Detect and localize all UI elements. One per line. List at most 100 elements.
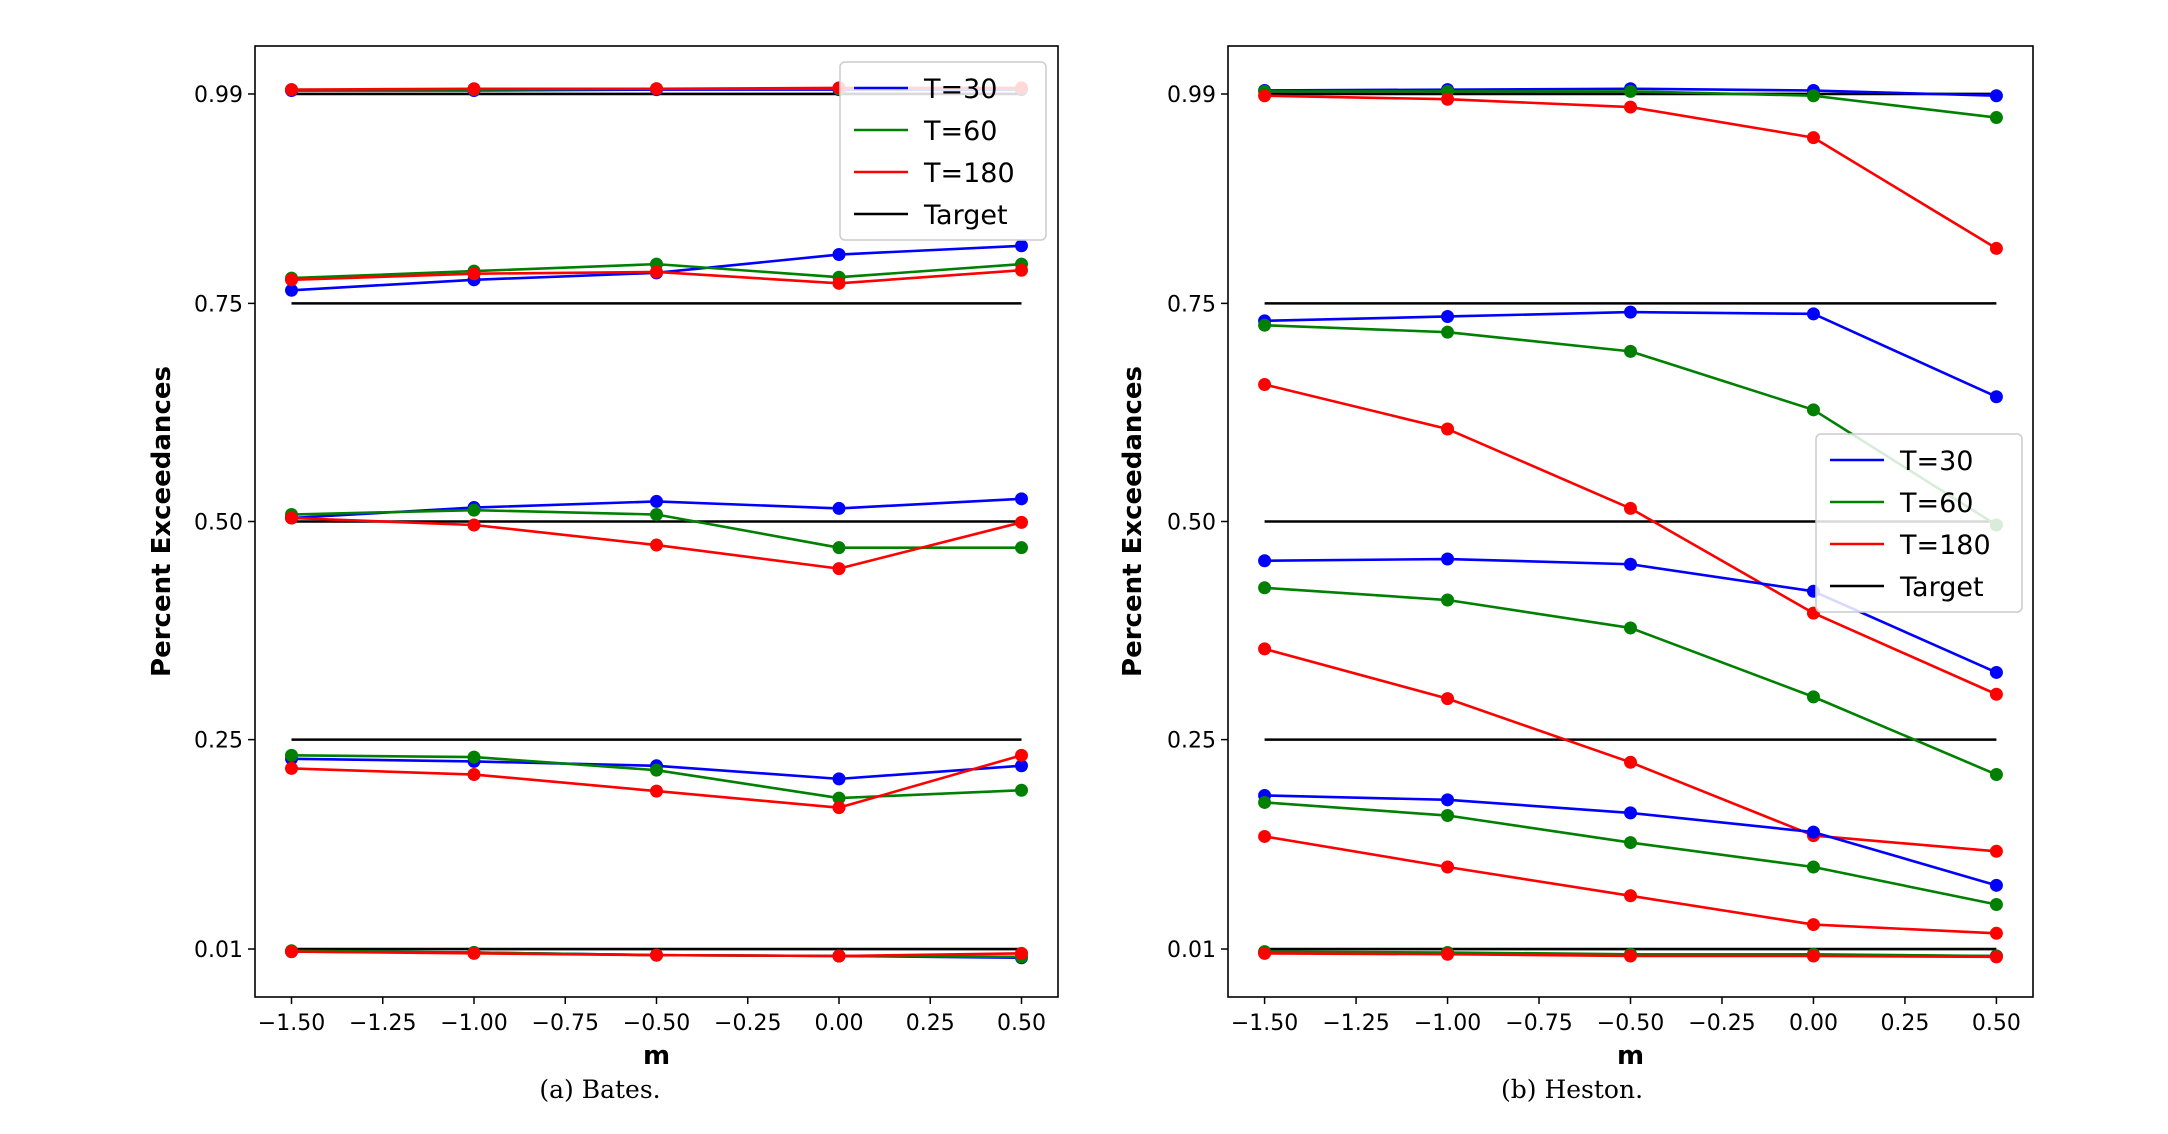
data-point-t180-8-3 — [832, 562, 846, 576]
y-tick-label-3: 0.75 — [1167, 292, 1216, 317]
x-tick-label-4: −0.50 — [1597, 1011, 1664, 1036]
chart-panel-heston: −1.50 −1.25 −1.00 −0.75 −0.50 −0.25 0.00 0.25 0.… — [1118, 45, 2034, 1071]
data-point-t60-10-2 — [1624, 836, 1637, 850]
data-point-t60-10-2 — [650, 763, 663, 777]
data-point-t60-7-3 — [1806, 690, 1820, 704]
data-point-t60-4-1 — [1441, 325, 1455, 339]
data-point-t30-6-4 — [1989, 665, 2003, 679]
x-tick-label-8: 0.50 — [997, 1011, 1046, 1036]
data-point-t180-14-2 — [650, 948, 663, 962]
data-point-t30-9-4 — [1989, 878, 2003, 892]
x-tick-label-3: −0.75 — [532, 1011, 599, 1036]
data-point-t180-11-4 — [1015, 748, 1028, 762]
series-line-t180-8 — [1264, 647, 1997, 853]
data-point-t30-6-2 — [1624, 557, 1637, 571]
data-point-t60-7-4 — [1989, 768, 2003, 782]
data-point-t60-4-0 — [1258, 318, 1272, 332]
data-point-t180-8-0 — [1258, 642, 1272, 656]
data-point-t180-8-1 — [467, 518, 481, 532]
data-point-t180-8-1 — [1441, 692, 1455, 706]
data-point-t60-10-0 — [285, 748, 298, 762]
legend: T=30 T=60 T=180 Target — [1815, 433, 2023, 613]
data-point-t180-11-3 — [832, 801, 846, 815]
data-point-t60-1-4 — [1989, 111, 2003, 125]
y-tick-label-3: 0.75 — [194, 292, 243, 317]
data-point-t180-14-0 — [1258, 946, 1272, 960]
data-point-t180-2-0 — [1258, 89, 1272, 103]
data-point-t60-10-1 — [467, 750, 481, 764]
data-point-t180-11-3 — [1806, 918, 1820, 932]
data-point-t60-7-3 — [832, 541, 846, 555]
data-point-t30-3-0 — [285, 283, 298, 297]
x-tick-label-3: −0.75 — [1505, 1011, 1572, 1036]
data-point-t180-5-1 — [467, 267, 481, 281]
data-point-t180-11-0 — [1258, 829, 1272, 843]
caption-heston: (b) Heston. — [1501, 1075, 1643, 1104]
data-point-t30-6-3 — [832, 501, 846, 515]
legend-label-t60: T=60 — [1899, 488, 1973, 519]
y-tick-label-1: 0.25 — [194, 729, 243, 754]
y-axis-label: Percent Exceedances — [147, 366, 177, 677]
data-point-t180-8-2 — [650, 538, 663, 552]
data-point-t180-2-3 — [1806, 131, 1820, 145]
data-point-t180-14-2 — [1624, 949, 1637, 963]
data-point-t60-1-3 — [1806, 89, 1820, 103]
data-point-t180-5-0 — [1258, 378, 1272, 392]
data-point-t180-14-1 — [1441, 947, 1455, 961]
x-tick-label-8: 0.50 — [1972, 1011, 2021, 1036]
data-point-t180-5-0 — [285, 273, 298, 287]
caption-bates: (a) Bates. — [539, 1075, 660, 1104]
data-point-t180-11-2 — [1624, 889, 1637, 903]
legend-label-target: Target — [1899, 572, 1984, 603]
data-point-t180-2-1 — [467, 82, 481, 96]
data-point-t60-7-1 — [1441, 593, 1455, 607]
data-point-t30-3-3 — [1806, 307, 1820, 321]
x-tick-label-4: −0.50 — [623, 1011, 690, 1036]
data-point-t60-10-0 — [1258, 795, 1272, 809]
data-point-t60-10-4 — [1015, 783, 1028, 797]
data-point-t180-5-4 — [1015, 263, 1028, 277]
data-point-t30-6-2 — [650, 494, 663, 508]
x-tick-label-7: 0.25 — [1880, 1011, 1929, 1036]
data-point-t180-11-1 — [1441, 860, 1455, 874]
data-point-t180-11-1 — [467, 768, 481, 782]
data-point-t30-3-4 — [1015, 239, 1028, 253]
data-point-t180-14-3 — [1806, 949, 1820, 963]
data-point-t60-7-2 — [1624, 621, 1637, 635]
data-point-t30-6-0 — [1258, 554, 1272, 568]
y-tick-label-2: 0.50 — [1167, 511, 1216, 536]
data-point-t60-7-1 — [467, 503, 481, 517]
legend: T=30 T=60 T=180 Target — [839, 61, 1047, 241]
data-point-t30-6-1 — [1441, 552, 1455, 566]
data-point-t60-7-4 — [1015, 541, 1028, 555]
legend-label-t180: T=180 — [923, 158, 1015, 189]
legend-label-t30: T=30 — [1899, 446, 1973, 477]
data-point-t180-2-1 — [1441, 92, 1455, 106]
data-point-t180-14-0 — [285, 945, 298, 959]
data-point-t180-14-4 — [1989, 950, 2003, 964]
legend-label-t60: T=60 — [923, 116, 997, 147]
chart-panel-bates: −1.50 −1.25 −1.00 −0.75 −0.50 −0.25 0.00 0.25 0.… — [147, 45, 1059, 1071]
data-point-t60-4-3 — [1806, 403, 1820, 417]
data-point-t30-6-4 — [1015, 492, 1028, 506]
x-tick-label-0: −1.50 — [1231, 1011, 1298, 1036]
legend-label-t30: T=30 — [923, 74, 997, 105]
data-point-t180-14-4 — [1015, 946, 1028, 960]
data-point-t60-10-3 — [1806, 860, 1820, 874]
y-tick-label-4: 0.99 — [194, 83, 243, 108]
data-point-t180-8-2 — [1624, 755, 1637, 769]
data-point-t60-7-0 — [1258, 581, 1272, 595]
data-point-t180-11-2 — [650, 784, 663, 798]
data-point-t180-5-2 — [1624, 501, 1637, 515]
data-point-t60-10-1 — [1441, 809, 1455, 823]
data-point-t30-3-2 — [1624, 305, 1637, 319]
data-point-t180-11-0 — [285, 761, 298, 775]
data-point-t180-5-2 — [650, 265, 663, 279]
data-point-t180-5-3 — [832, 276, 846, 290]
y-axis-label: Percent Exceedances — [1118, 366, 1148, 677]
data-point-t180-14-1 — [467, 946, 481, 960]
y-tick-label-4: 0.99 — [1167, 83, 1216, 108]
series-line-t180-2 — [1264, 94, 1998, 250]
data-point-t180-2-2 — [1624, 100, 1637, 114]
